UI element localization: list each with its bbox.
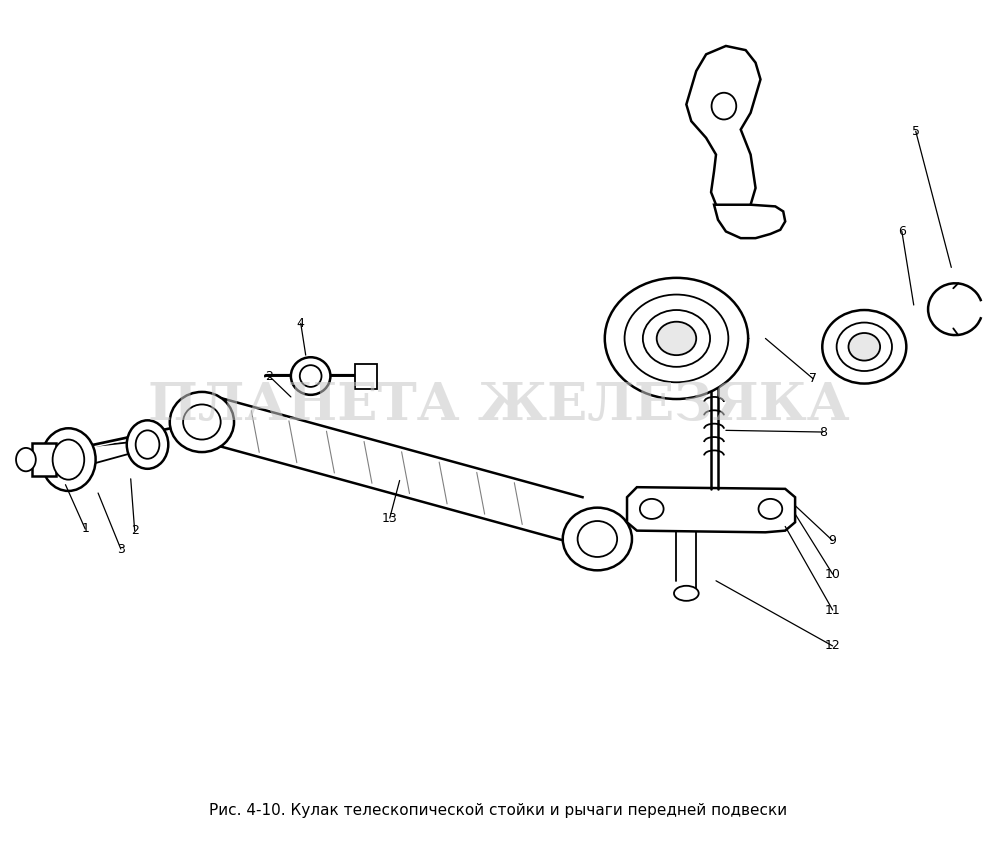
Text: 6: 6 xyxy=(898,225,906,238)
Ellipse shape xyxy=(53,440,85,479)
Polygon shape xyxy=(714,205,786,238)
Ellipse shape xyxy=(836,322,892,371)
Text: 3: 3 xyxy=(117,543,125,555)
Ellipse shape xyxy=(624,295,729,382)
Circle shape xyxy=(640,499,664,519)
Text: 10: 10 xyxy=(825,568,840,581)
Text: ПЛАНЕТА ЖЕЛЕЗЯКА: ПЛАНЕТА ЖЕЛЕЗЯКА xyxy=(148,380,849,430)
Text: 2: 2 xyxy=(131,524,139,537)
Ellipse shape xyxy=(127,420,168,468)
Ellipse shape xyxy=(712,93,736,120)
Ellipse shape xyxy=(674,586,699,601)
Text: 1: 1 xyxy=(82,522,89,535)
FancyBboxPatch shape xyxy=(355,364,377,388)
Text: 7: 7 xyxy=(809,372,817,385)
Ellipse shape xyxy=(169,392,234,452)
Polygon shape xyxy=(627,487,795,533)
Text: 5: 5 xyxy=(911,125,919,138)
Text: 9: 9 xyxy=(829,534,836,547)
Ellipse shape xyxy=(577,521,617,557)
Text: 8: 8 xyxy=(819,425,827,439)
Text: 11: 11 xyxy=(825,603,840,616)
Text: 2: 2 xyxy=(265,370,273,382)
Circle shape xyxy=(759,499,783,519)
Ellipse shape xyxy=(16,448,36,471)
Ellipse shape xyxy=(848,333,880,360)
Text: 4: 4 xyxy=(297,316,305,330)
Ellipse shape xyxy=(300,365,321,387)
Text: 13: 13 xyxy=(382,511,398,525)
Ellipse shape xyxy=(136,430,160,459)
Text: Рис. 4-10. Кулак телескопической стойки и рычаги передней подвески: Рис. 4-10. Кулак телескопической стойки … xyxy=(209,803,788,818)
Ellipse shape xyxy=(562,507,632,571)
Text: 12: 12 xyxy=(825,640,840,652)
Polygon shape xyxy=(686,46,761,214)
Ellipse shape xyxy=(183,404,220,440)
Ellipse shape xyxy=(657,322,696,355)
Ellipse shape xyxy=(605,278,748,399)
Ellipse shape xyxy=(41,428,96,491)
FancyBboxPatch shape xyxy=(32,443,56,476)
Ellipse shape xyxy=(291,357,330,395)
Ellipse shape xyxy=(823,310,906,383)
Ellipse shape xyxy=(643,310,710,367)
